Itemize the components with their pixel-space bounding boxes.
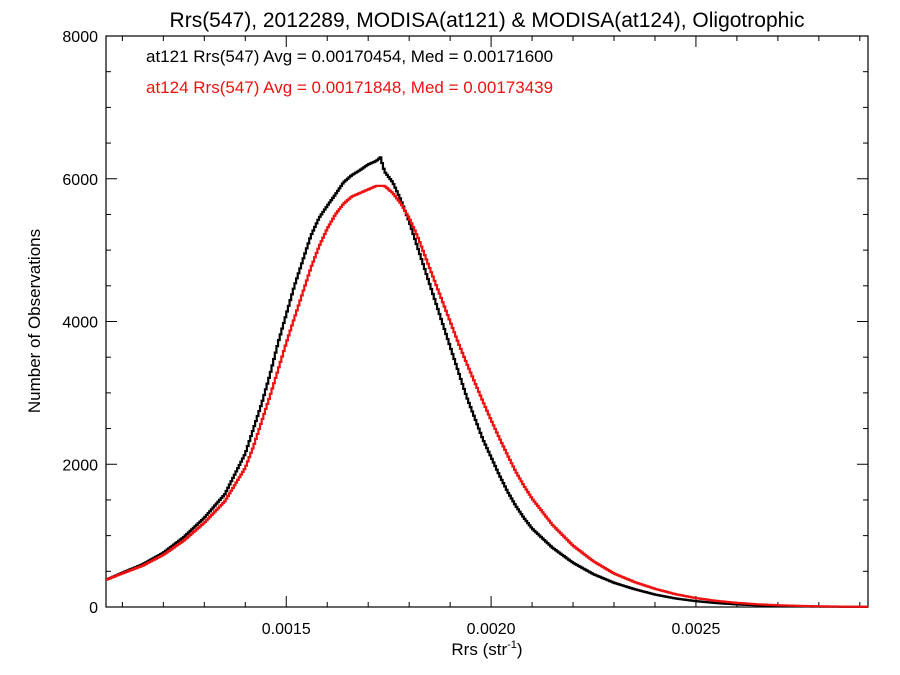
y-tick-label: 6000 (62, 172, 98, 189)
y-tick-label: 4000 (62, 315, 98, 332)
series-layer (106, 156, 868, 608)
y-tick-label: 8000 (62, 29, 98, 46)
x-axis: 0.0015 0.0020 0.0025 (121, 36, 861, 638)
plot-frame (105, 35, 869, 608)
legend-entry-at121: at121 Rrs(547) Avg = 0.00170454, Med = 0… (146, 47, 553, 66)
series-line-at124 (106, 184, 868, 608)
legend-entry-at124: at124 Rrs(547) Avg = 0.00171848, Med = 0… (146, 78, 553, 97)
x-tick-label: 0.0020 (467, 621, 516, 638)
y-tick-label: 0 (89, 600, 98, 617)
x-tick-label: 0.0025 (671, 621, 720, 638)
series-line-at121 (106, 156, 868, 608)
x-tick-label: 0.0015 (262, 621, 311, 638)
y-tick-label: 2000 (62, 457, 98, 474)
x-axis-label: Rrs (str-1) (451, 639, 522, 659)
chart-title: Rrs(547), 2012289, MODISA(at121) & MODIS… (170, 9, 805, 32)
y-axis-label: Number of Observations (25, 229, 44, 413)
y-axis: 0 2000 4000 6000 8000 (62, 29, 868, 617)
